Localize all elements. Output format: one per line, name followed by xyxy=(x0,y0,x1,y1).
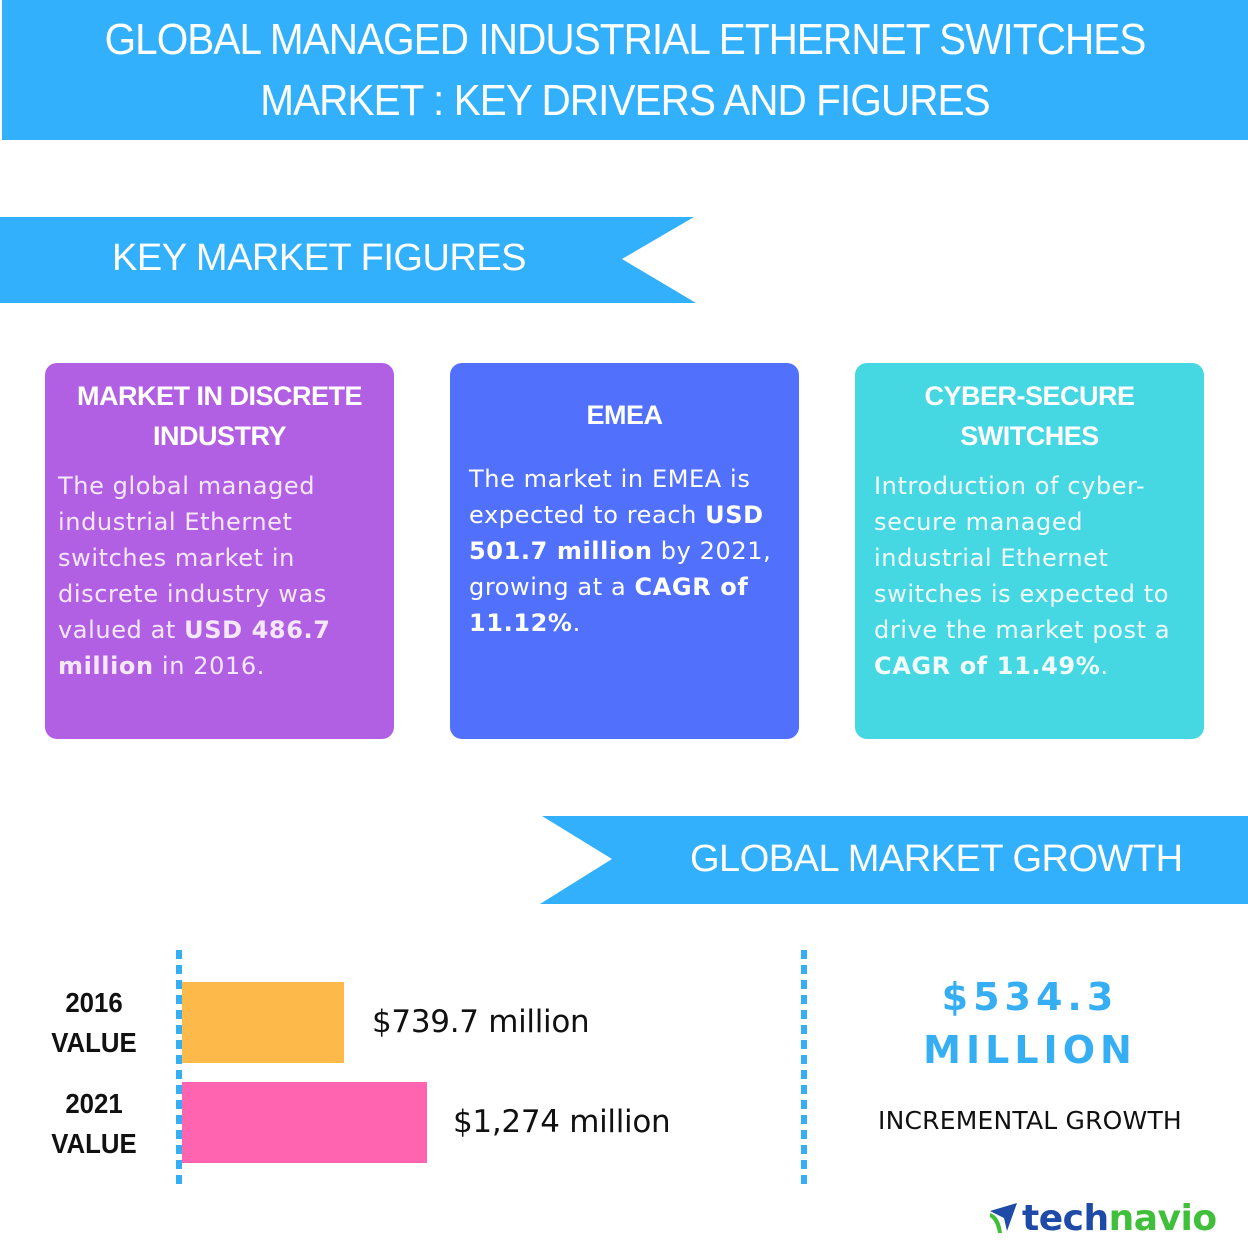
bar-label-2016: 2016 VALUE xyxy=(44,983,143,1063)
logo-text-navio: navio xyxy=(1108,1197,1217,1239)
ribbon-shape-icon xyxy=(0,217,696,303)
value-text: VALUE xyxy=(51,1027,137,1058)
ribbon-shape-icon xyxy=(540,816,1248,904)
card-text: . xyxy=(572,609,581,637)
technavio-logo: tech navio xyxy=(988,1196,1217,1240)
bar-label-2021: 2021 VALUE xyxy=(44,1084,143,1164)
value-text: VALUE xyxy=(51,1128,137,1159)
card-body: The global managed industrial Ethernet s… xyxy=(58,468,388,684)
logo-text-tech: tech xyxy=(1022,1197,1109,1239)
card-text: Introduction of cyber-secure managed ind… xyxy=(874,472,1171,644)
page-title-line-2: MARKET : KEY DRIVERS AND FIGURES xyxy=(260,76,990,125)
global-market-growth-banner: GLOBAL MARKET GROWTH xyxy=(540,816,1248,904)
bar-2016 xyxy=(182,982,344,1063)
card-title: EMEA xyxy=(586,400,663,430)
section-heading: GLOBAL MARKET GROWTH xyxy=(690,838,1183,880)
incremental-growth-label: INCREMENTAL GROWTH xyxy=(878,1106,1182,1135)
card-text: in 2016. xyxy=(153,652,265,680)
card-text: . xyxy=(1100,652,1109,680)
card-highlight: CAGR of 11.12% xyxy=(469,573,749,637)
incremental-growth-value: $534.3 xyxy=(941,975,1119,1019)
key-market-figures-banner: KEY MARKET FIGURES xyxy=(0,217,696,303)
page-title-line-1: GLOBAL MANAGED INDUSTRIAL ETHERNET SWITC… xyxy=(104,15,1147,64)
year-text: 2021 xyxy=(65,1088,123,1119)
bar-value-2016: $739.7 million xyxy=(372,1004,590,1040)
card-body: Introduction of cyber-secure managed ind… xyxy=(874,468,1202,684)
section-divider xyxy=(801,950,807,1190)
arrow-logo-icon xyxy=(990,1203,1017,1233)
card-title: CYBER-SECURE SWITCHES xyxy=(855,376,1204,456)
bar-2021 xyxy=(182,1082,427,1163)
card-discrete-industry: MARKET IN DISCRETE INDUSTRY The global m… xyxy=(45,363,394,739)
card-highlight: CAGR of 11.49% xyxy=(874,652,1101,680)
year-text: 2016 xyxy=(65,987,123,1018)
card-emea: EMEA The market in EMEA is expected to r… xyxy=(450,363,799,739)
card-title-text: MARKET IN DISCRETE INDUSTRY xyxy=(76,381,363,451)
card-highlight: USD 501.7 million xyxy=(469,501,764,565)
card-title-text: CYBER-SECURE SWITCHES xyxy=(924,381,1135,451)
card-text: The global managed industrial Ethernet s… xyxy=(58,472,327,644)
card-text: by 2021, growing at a xyxy=(469,537,772,601)
card-body: The market in EMEA is expected to reach … xyxy=(469,461,794,641)
card-cyber-secure-switches: CYBER-SECURE SWITCHES Introduction of cy… xyxy=(855,363,1204,739)
chart-axis-line xyxy=(176,950,182,1190)
section-heading: KEY MARKET FIGURES xyxy=(112,237,527,279)
card-title: MARKET IN DISCRETE INDUSTRY xyxy=(45,376,394,456)
page-header: GLOBAL MANAGED INDUSTRIAL ETHERNET SWITC… xyxy=(2,0,1248,140)
card-highlight: USD 486.7 million xyxy=(58,616,331,680)
card-text: The market in EMEA is expected to reach xyxy=(469,465,751,529)
bar-value-2021: $1,274 million xyxy=(453,1104,671,1140)
incremental-growth-unit: MILLION xyxy=(923,1028,1137,1072)
